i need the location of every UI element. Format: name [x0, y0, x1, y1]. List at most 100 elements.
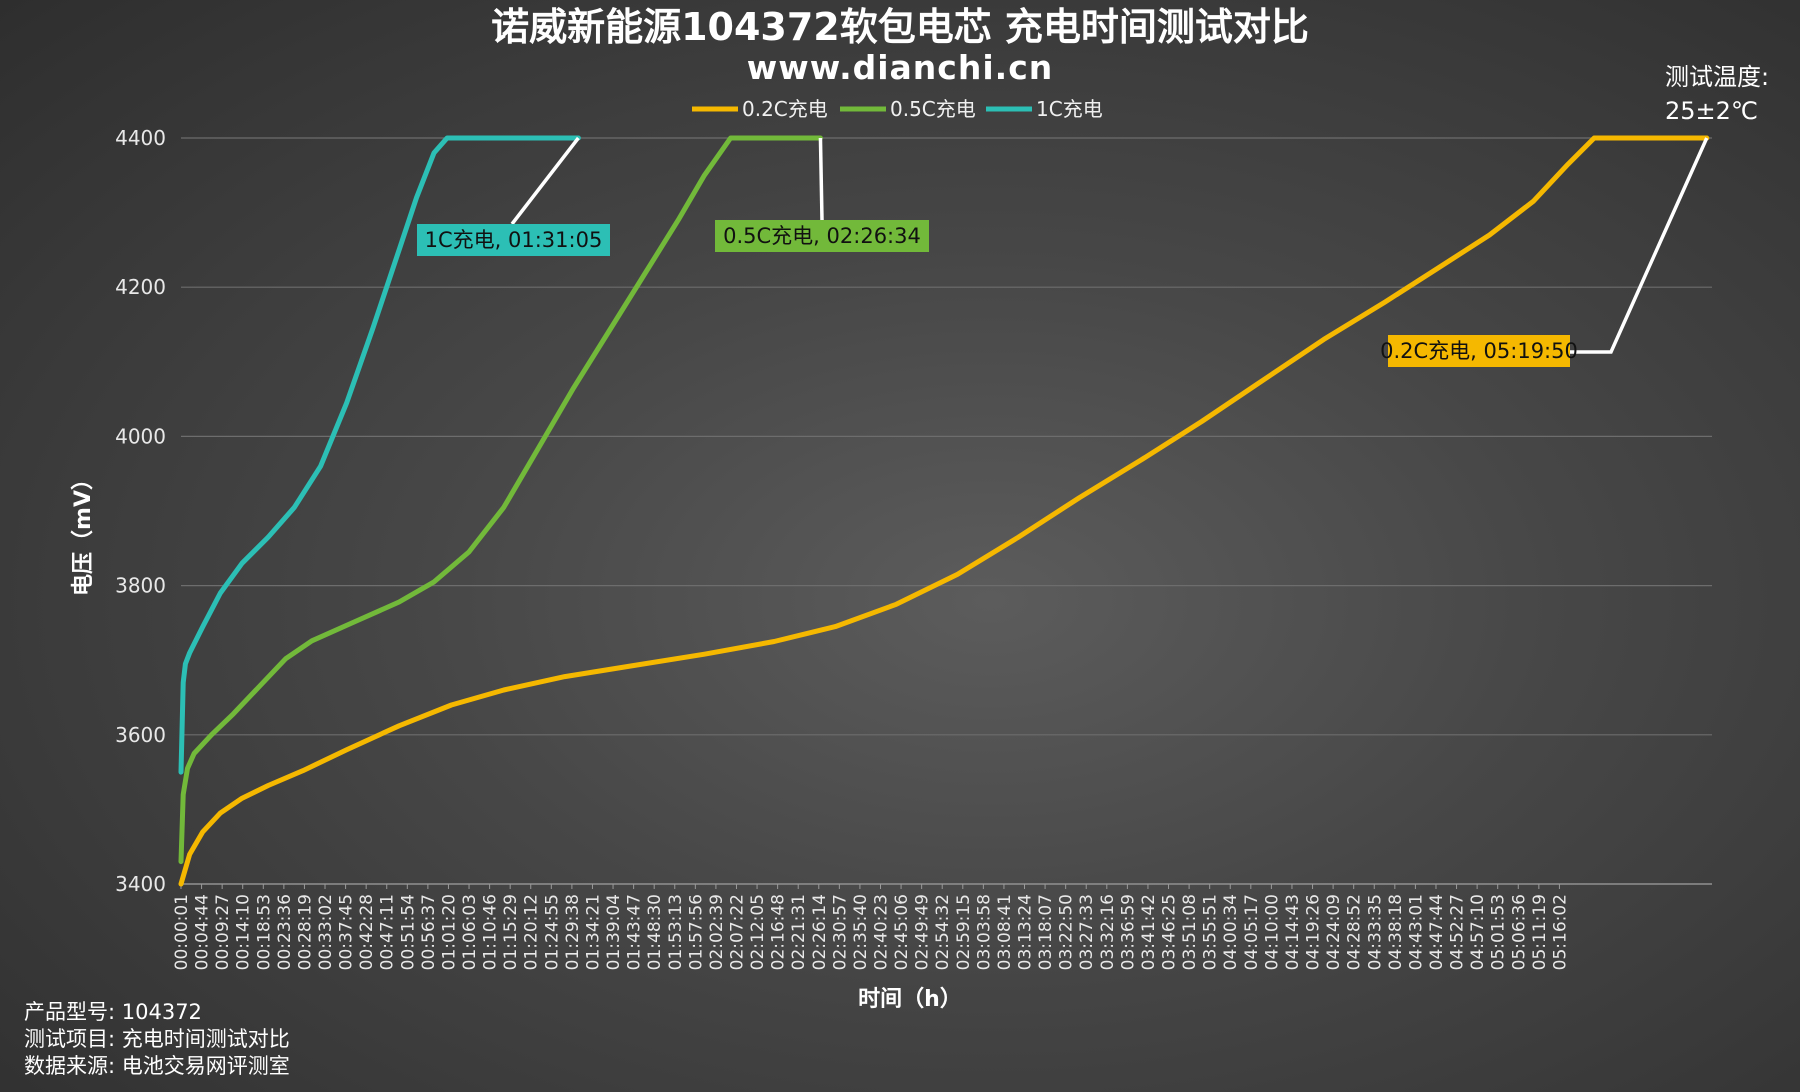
x-tick-label: 04:38:18 [1386, 894, 1406, 970]
x-tick-label: 02:59:15 [954, 894, 974, 970]
x-tick-label: 00:42:28 [357, 894, 377, 970]
x-tick-label: 05:11:19 [1530, 894, 1550, 970]
x-tick-label: 04:14:43 [1283, 894, 1303, 970]
x-tick-label: 01:57:56 [686, 894, 706, 970]
x-tick-label: 01:29:38 [563, 894, 583, 970]
x-tick-label: 02:12:05 [748, 894, 768, 970]
chart-subtitle: www.dianchi.cn [747, 48, 1054, 87]
x-tick-label: 02:21:31 [789, 894, 809, 970]
series-lines [178, 135, 1710, 887]
x-tick-label: 04:47:44 [1427, 894, 1447, 970]
x-tick-label: 00:14:10 [234, 894, 254, 970]
x-tick-label: 05:06:36 [1509, 894, 1529, 970]
x-tick-label: 03:08:41 [995, 894, 1015, 970]
x-tick-label: 00:37:45 [337, 894, 357, 970]
callouts: 0.2C充电, 05:19:50 0.5C充电, 02:26:34 1C充电, 01… [417, 136, 1709, 367]
footer: 产品型号: 104372 测试项目: 充电时间测试对比 数据来源: 电池交易网评… [24, 1000, 290, 1078]
x-tick-label: 02:07:22 [727, 894, 747, 970]
y-tick-label: 4200 [115, 275, 166, 299]
x-tick-label: 03:18:07 [1036, 894, 1056, 970]
y-axis-label: 电压（mV） [71, 468, 96, 596]
x-tick-label: 00:09:27 [213, 894, 233, 970]
callout-label-0: 0.2C充电, 05:19:50 [1380, 339, 1578, 363]
x-tick-label: 00:47:11 [378, 894, 398, 970]
x-tick-label: 00:56:37 [419, 894, 439, 970]
x-tick-label: 01:43:47 [625, 894, 645, 970]
legend-label-0: 0.2C充电 [742, 97, 828, 121]
x-tick-label: 00:51:54 [398, 894, 418, 970]
callout-label-1: 0.5C充电, 02:26:34 [723, 224, 921, 248]
chart-title: 诺威新能源104372软包电芯 充电时间测试对比 [491, 5, 1309, 49]
x-tick-label: 02:16:48 [769, 894, 789, 970]
x-tick-label: 03:46:25 [1160, 894, 1180, 970]
x-tick-label: 02:30:57 [830, 894, 850, 970]
series-line-2 [178, 135, 581, 775]
legend-label-1: 0.5C充电 [890, 97, 976, 121]
x-tick-label: 04:52:27 [1448, 894, 1468, 970]
x-tick-label: 03:13:24 [1016, 894, 1036, 970]
callout-box-1 [715, 220, 929, 252]
temperature-note: 测试温度: 25±2℃ [1665, 63, 1769, 125]
footer-source: 数据来源: 电池交易网评测室 [24, 1054, 290, 1078]
y-axis-ticks: 3400 3600 3800 4000 4200 4400 [115, 126, 166, 896]
x-tick-label: 04:43:01 [1406, 894, 1426, 970]
x-axis-ticks: 00:00:01 00:04:44 00:09:27 00:14:10 00:18:53… [172, 884, 1570, 970]
x-tick-label: 03:22:50 [1057, 894, 1077, 970]
temperature-value: 25±2℃ [1665, 97, 1758, 125]
x-tick-label: 00:00:01 [172, 894, 192, 970]
callout-label-2: 1C充电, 01:31:05 [425, 228, 603, 252]
x-tick-label: 00:04:44 [193, 894, 213, 970]
x-tick-label: 03:03:58 [974, 894, 994, 970]
x-tick-label: 01:53:13 [666, 894, 686, 970]
x-tick-label: 01:39:04 [604, 894, 624, 970]
x-tick-label: 02:40:23 [871, 894, 891, 970]
x-tick-label: 01:20:12 [522, 894, 542, 970]
x-tick-label: 03:55:51 [1201, 894, 1221, 970]
callout-box-2 [417, 224, 610, 256]
y-tick-label: 3800 [115, 574, 166, 598]
x-tick-label: 02:02:39 [707, 894, 727, 970]
series-line-1 [178, 135, 823, 865]
footer-model: 产品型号: 104372 [24, 1000, 202, 1024]
x-tick-label: 01:34:21 [583, 894, 603, 970]
x-tick-label: 05:16:02 [1550, 894, 1570, 970]
gridlines [181, 137, 1712, 885]
series-line-0 [178, 135, 1710, 887]
x-tick-label: 04:10:00 [1262, 894, 1282, 970]
x-tick-label: 02:35:40 [851, 894, 871, 970]
x-tick-label: 02:45:06 [892, 894, 912, 970]
y-tick-label: 4400 [115, 126, 166, 150]
x-tick-label: 00:28:19 [295, 894, 315, 970]
x-tick-label: 04:57:10 [1468, 894, 1488, 970]
x-tick-label: 01:24:55 [542, 894, 562, 970]
x-tick-label: 01:06:03 [460, 894, 480, 970]
y-tick-label: 3400 [115, 872, 166, 896]
x-tick-label: 01:15:29 [501, 894, 521, 970]
x-tick-label: 03:41:42 [1139, 894, 1159, 970]
x-tick-label: 01:01:20 [439, 894, 459, 970]
callout-leader-2 [510, 136, 580, 226]
x-tick-label: 02:26:14 [810, 894, 830, 970]
footer-test-item: 测试项目: 充电时间测试对比 [24, 1027, 290, 1051]
legend-label-2: 1C充电 [1036, 97, 1103, 121]
x-tick-label: 03:32:16 [1098, 894, 1118, 970]
x-axis-label: 时间（h） [858, 987, 962, 1012]
x-tick-label: 01:10:46 [481, 894, 501, 970]
temperature-label: 测试温度: [1665, 63, 1769, 91]
x-tick-label: 04:24:09 [1324, 894, 1344, 970]
x-tick-label: 04:33:35 [1365, 894, 1385, 970]
y-tick-label: 3600 [115, 723, 166, 747]
x-tick-label: 03:27:33 [1077, 894, 1097, 970]
x-tick-label: 05:01:53 [1489, 894, 1509, 970]
x-tick-label: 02:54:32 [933, 894, 953, 970]
x-tick-label: 00:18:53 [254, 894, 274, 970]
x-tick-label: 02:49:49 [913, 894, 933, 970]
x-tick-label: 04:05:17 [1242, 894, 1262, 970]
x-tick-label: 03:36:59 [1118, 894, 1138, 970]
x-tick-label: 04:28:52 [1345, 894, 1365, 970]
x-tick-label: 03:51:08 [1180, 894, 1200, 970]
x-tick-label: 00:23:36 [275, 894, 295, 970]
callout-leader-0 [1570, 137, 1709, 354]
callout-leader-1 [818, 137, 824, 221]
